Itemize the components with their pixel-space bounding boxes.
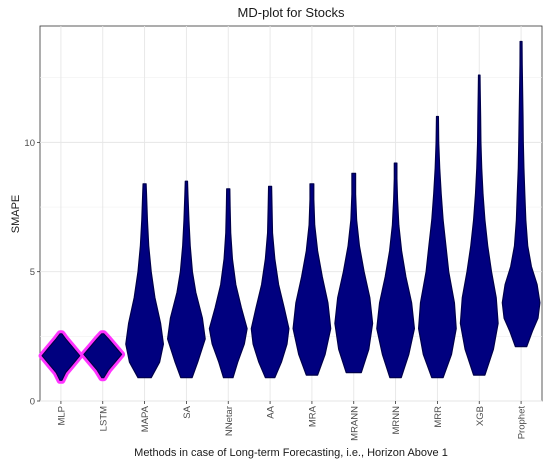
x-axis-title: Methods in case of Long-term Forecasting… — [134, 447, 448, 459]
x-tick-label-mrann: MRANN — [349, 406, 360, 441]
violin-mlp — [41, 333, 81, 381]
x-tick-label-mra: MRA — [307, 405, 318, 427]
violin-sa — [167, 180, 206, 379]
x-tick-label-aa: AA — [266, 405, 277, 418]
violin-xgb — [459, 74, 499, 376]
x-tick-label-mapa: MAPA — [140, 405, 151, 432]
chart-title: MD-plot for Stocks — [238, 5, 345, 20]
x-tick-labels: MLP LSTM MAPA SA NNetar AA MRA MRANN MRNN MRR XGB P… — [56, 401, 528, 441]
violin-mrnn — [376, 162, 415, 379]
violin-mra — [292, 183, 332, 376]
violin-aa — [250, 185, 290, 379]
x-tick-label-prophet: Prophet — [517, 406, 528, 440]
y-tick-label: 5 — [30, 267, 35, 278]
x-tick-label-mlp: MLP — [56, 406, 67, 426]
x-tick-label-nnetar: NNetar — [224, 406, 235, 436]
violins — [38, 40, 541, 384]
y-axis-title: SMAPE — [10, 195, 22, 234]
y-tick-label: 10 — [24, 138, 35, 149]
x-tick-label-mrnn: MRNN — [391, 406, 402, 435]
plot-panel — [39, 25, 543, 402]
violin-mrann — [334, 172, 374, 374]
violin-nnetar — [208, 188, 248, 379]
y-tick-labels: 0 5 10 — [24, 138, 40, 408]
violin-mapa — [125, 183, 164, 379]
x-tick-label-mrr: MRR — [433, 406, 444, 428]
violin-lstm — [83, 333, 123, 379]
y-tick-label: 0 — [30, 397, 35, 408]
x-tick-label-lstm: LSTM — [98, 406, 109, 431]
violin-prophet — [501, 40, 541, 348]
violin-mrr — [418, 115, 457, 379]
x-tick-label-sa: SA — [182, 405, 193, 418]
x-tick-label-xgb: XGB — [475, 406, 486, 426]
